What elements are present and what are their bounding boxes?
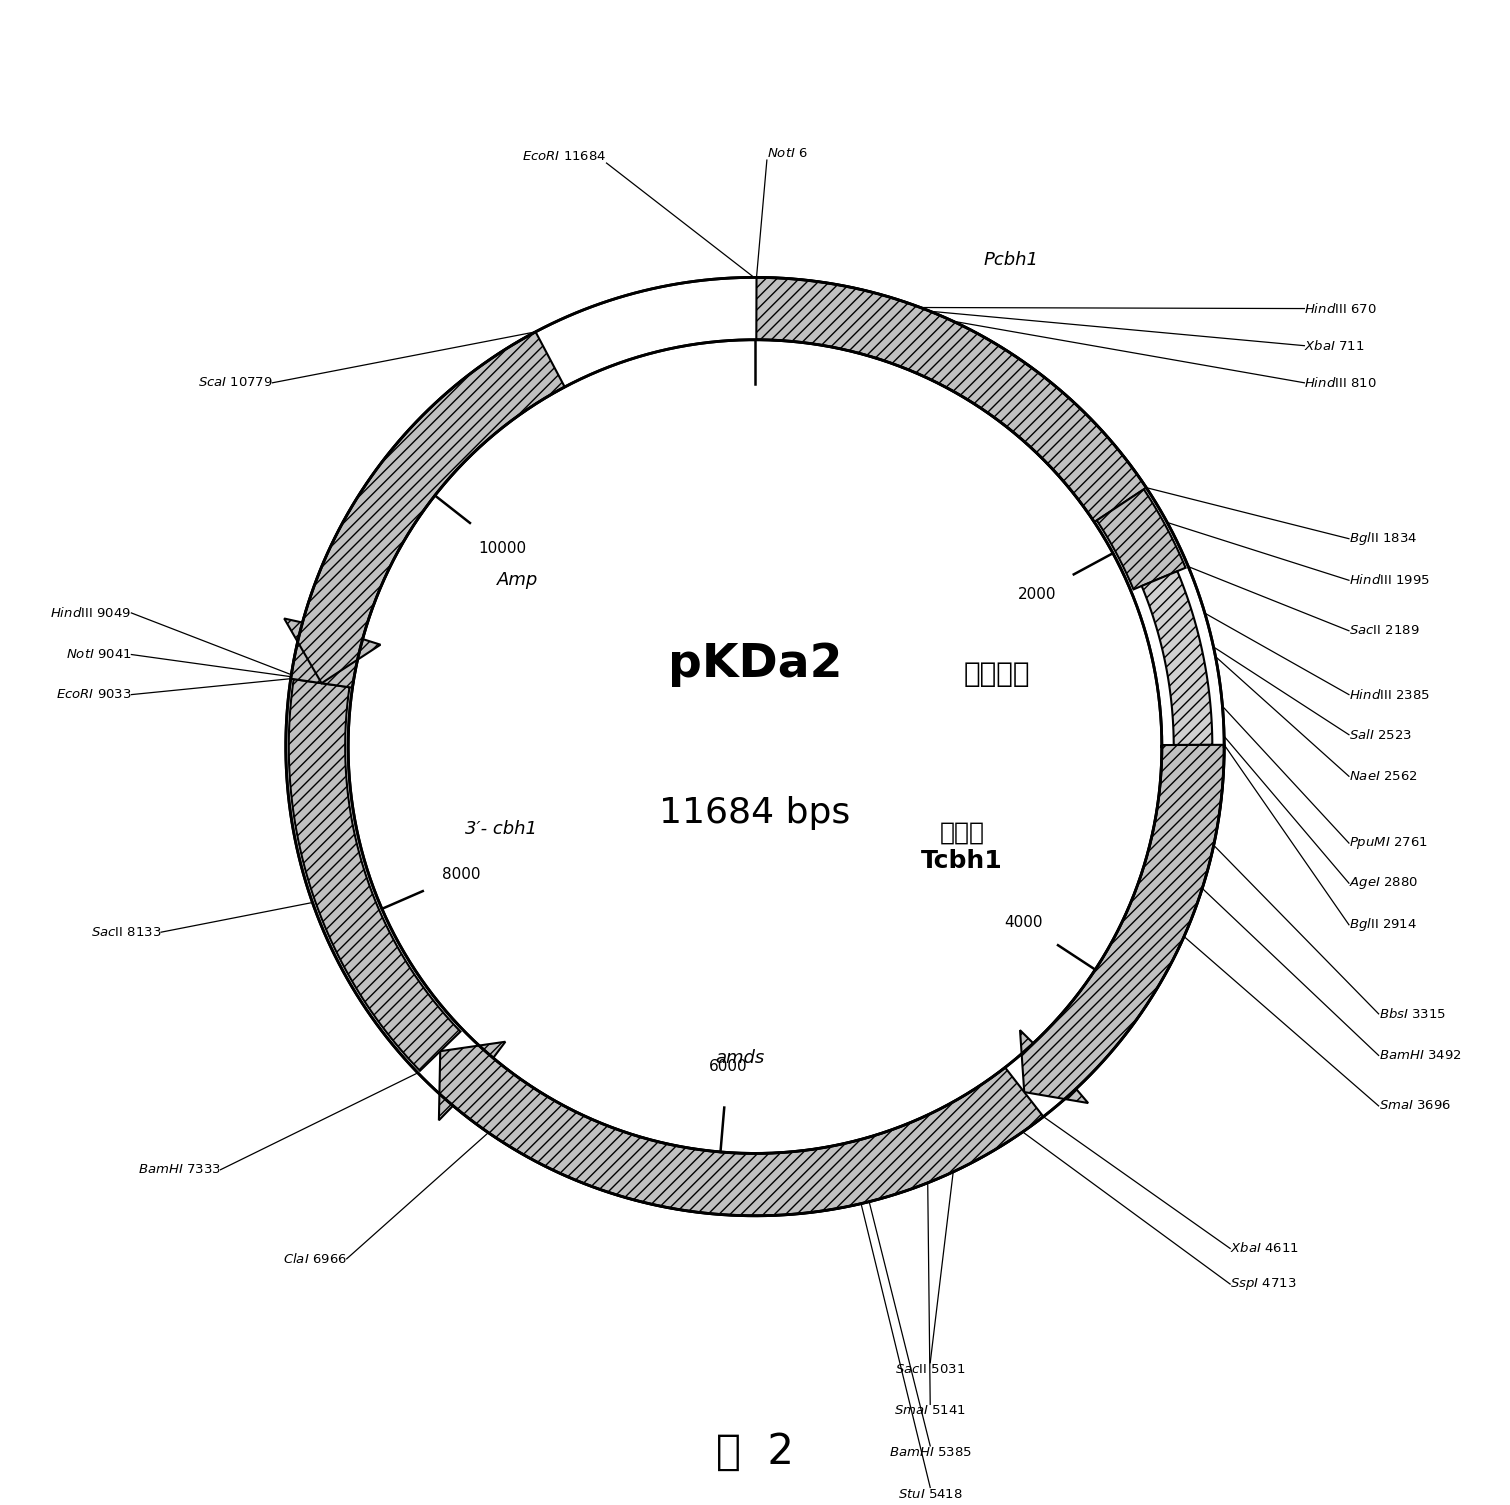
Text: 4000: 4000: [1004, 915, 1042, 930]
Polygon shape: [288, 679, 461, 1070]
Text: $\it{Sac\mathrm{II}}$ 8133: $\it{Sac\mathrm{II}}$ 8133: [91, 926, 162, 939]
Text: $\it{Hind\mathrm{\mathrm{II}I}}$ 670: $\it{Hind\mathrm{\mathrm{II}I}}$ 670: [1305, 301, 1377, 316]
Text: $\it{ScaI}$ 10779: $\it{ScaI}$ 10779: [198, 376, 272, 390]
Text: 植酸酶
Tcbh1: 植酸酶 Tcbh1: [921, 822, 1003, 873]
Text: $\it{AgeI}$ 2880: $\it{AgeI}$ 2880: [1348, 876, 1418, 891]
Text: Pcbh1: Pcbh1: [983, 251, 1039, 269]
Polygon shape: [291, 619, 364, 688]
Text: $\it{Bgl\mathrm{II}}$ 1834: $\it{Bgl\mathrm{II}}$ 1834: [1348, 530, 1416, 548]
Text: $\it{SspI}$ 4713: $\it{SspI}$ 4713: [1231, 1276, 1297, 1293]
Text: 6000: 6000: [708, 1058, 747, 1073]
Text: $\it{XbaI}$ 711: $\it{XbaI}$ 711: [1305, 339, 1365, 352]
Text: pKDa2: pKDa2: [667, 643, 843, 688]
Text: $\it{ClaI}$ 6966: $\it{ClaI}$ 6966: [282, 1252, 347, 1266]
Text: $\it{BamHI}$ 5385: $\it{BamHI}$ 5385: [889, 1446, 971, 1458]
Text: $\it{Hind\mathrm{\mathrm{II}I}}$ 810: $\it{Hind\mathrm{\mathrm{II}I}}$ 810: [1305, 376, 1377, 390]
Text: $\it{Sac\mathrm{II}}$ 2189: $\it{Sac\mathrm{II}}$ 2189: [1348, 625, 1419, 637]
Polygon shape: [757, 277, 1146, 522]
Text: 2000: 2000: [1018, 587, 1057, 602]
Text: $\it{Bgl\mathrm{II}}$ 2914: $\it{Bgl\mathrm{II}}$ 2914: [1348, 917, 1416, 933]
Text: 8000: 8000: [441, 867, 480, 882]
Text: $\it{BbsI}$ 3315: $\it{BbsI}$ 3315: [1379, 1007, 1445, 1020]
Text: $\it{NotI}$ 6: $\it{NotI}$ 6: [767, 147, 808, 160]
Text: 信号序列: 信号序列: [963, 661, 1030, 688]
Text: $\it{Hind\mathrm{\mathrm{II}I}}$ 2385: $\it{Hind\mathrm{\mathrm{II}I}}$ 2385: [1348, 688, 1430, 701]
Text: 10000: 10000: [479, 542, 527, 557]
Text: $\it{EcoRI}$ 11684: $\it{EcoRI}$ 11684: [522, 150, 607, 163]
Text: $\it{NaeI}$ 2562: $\it{NaeI}$ 2562: [1348, 769, 1418, 783]
Text: $\it{SmaI}$ 5141: $\it{SmaI}$ 5141: [894, 1404, 966, 1418]
Text: $\it{SalI}$ 2523: $\it{SalI}$ 2523: [1348, 728, 1412, 742]
Text: 图  2: 图 2: [716, 1431, 794, 1473]
Polygon shape: [284, 331, 565, 683]
Text: 3′- cbh1: 3′- cbh1: [465, 820, 536, 838]
Text: $\it{Sac\mathrm{II}}$ 5031: $\it{Sac\mathrm{II}}$ 5031: [895, 1364, 965, 1376]
Polygon shape: [1096, 489, 1185, 590]
Text: Amp: Amp: [497, 572, 539, 590]
Text: 11684 bps: 11684 bps: [660, 796, 850, 831]
Text: $\it{SmaI}$ 3696: $\it{SmaI}$ 3696: [1379, 1100, 1451, 1112]
Polygon shape: [439, 1041, 1043, 1216]
Polygon shape: [1021, 745, 1225, 1103]
Polygon shape: [285, 277, 1225, 1216]
Text: amds: amds: [716, 1049, 766, 1067]
Text: $\it{EcoRI}$ 9033: $\it{EcoRI}$ 9033: [56, 688, 131, 701]
Polygon shape: [1142, 572, 1213, 745]
Text: $\it{XbaI}$ 4611: $\it{XbaI}$ 4611: [1231, 1242, 1299, 1255]
Text: $\it{NotI}$ 9041: $\it{NotI}$ 9041: [65, 649, 131, 661]
Text: $\it{PpuMI}$ 2761: $\it{PpuMI}$ 2761: [1348, 835, 1428, 852]
Text: $\it{StuI}$ 5418: $\it{StuI}$ 5418: [898, 1487, 963, 1500]
Text: $\it{Hind\mathrm{\mathrm{II}I}}$ 1995: $\it{Hind\mathrm{\mathrm{II}I}}$ 1995: [1348, 573, 1430, 587]
Text: $\it{BamHI}$ 7333: $\it{BamHI}$ 7333: [137, 1163, 220, 1177]
Text: $\it{BamHI}$ 3492: $\it{BamHI}$ 3492: [1379, 1049, 1462, 1063]
Text: $\it{Hind\mathrm{\mathrm{II}I}}$ 9049: $\it{Hind\mathrm{\mathrm{II}I}}$ 9049: [50, 607, 131, 620]
